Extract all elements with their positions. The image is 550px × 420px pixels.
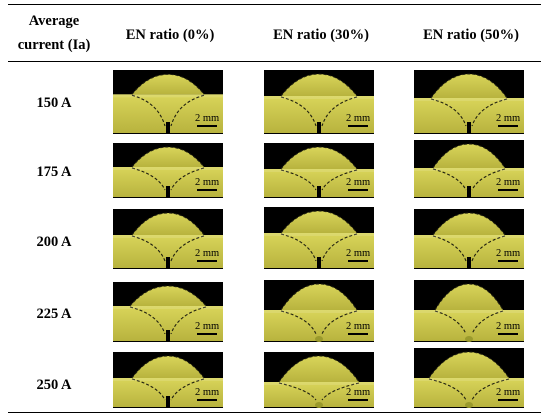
micrograph-150a-en30: 2 mm	[264, 70, 374, 134]
scale-bar-label: 2 mm	[346, 177, 370, 188]
weld-cross-section-image: 2 mm	[414, 70, 524, 134]
table-top-rule	[8, 4, 541, 5]
row-label-200a: 200 A	[36, 234, 72, 250]
scale-bar-label: 2 mm	[496, 113, 520, 124]
micrograph-175a-en0: 2 mm	[113, 143, 223, 198]
scale-bar	[197, 125, 217, 127]
scale-bar	[498, 399, 518, 401]
scale-bar	[348, 189, 368, 191]
micrograph-250a-en50: 2 mm	[414, 348, 524, 408]
scale-bar-label: 2 mm	[195, 113, 219, 124]
micrograph-150a-en0: 2 mm	[113, 70, 223, 134]
scale-bar-label: 2 mm	[346, 248, 370, 259]
weld-cross-section-image: 2 mm	[113, 70, 223, 134]
row-label-225a: 225 A	[36, 306, 72, 322]
micrograph-175a-en50: 2 mm	[414, 140, 524, 198]
row-label-150a: 150 A	[36, 95, 72, 111]
table-bottom-rule	[8, 412, 541, 413]
header-average-current-line2: current (Ia)	[17, 37, 91, 53]
scale-bar-label: 2 mm	[496, 177, 520, 188]
row-label-250a: 250 A	[36, 377, 72, 393]
weld-cross-section-image: 2 mm	[264, 352, 374, 408]
scale-bar	[197, 260, 217, 262]
header-en-ratio-0: EN ratio (0%)	[125, 27, 215, 43]
micrograph-250a-en0: 2 mm	[113, 352, 223, 408]
micrograph-225a-en50: 2 mm	[414, 280, 524, 342]
weld-cross-section-image: 2 mm	[113, 282, 223, 342]
weld-cross-section-image: 2 mm	[264, 70, 374, 134]
micrograph-200a-en30: 2 mm	[264, 207, 374, 269]
scale-bar	[348, 399, 368, 401]
weld-cross-section-image: 2 mm	[264, 280, 374, 342]
micrograph-200a-en0: 2 mm	[113, 209, 223, 269]
micrograph-200a-en50: 2 mm	[414, 209, 524, 269]
weld-cross-section-image: 2 mm	[113, 209, 223, 269]
micrograph-175a-en30: 2 mm	[264, 143, 374, 198]
scale-bar-label: 2 mm	[195, 177, 219, 188]
scale-bar	[498, 189, 518, 191]
scale-bar	[197, 399, 217, 401]
weld-cross-section-image: 2 mm	[113, 143, 223, 198]
scale-bar-label: 2 mm	[346, 113, 370, 124]
weld-cross-section-image: 2 mm	[113, 352, 223, 408]
scale-bar	[348, 260, 368, 262]
scale-bar-label: 2 mm	[496, 321, 520, 332]
micrograph-225a-en30: 2 mm	[264, 280, 374, 342]
scale-bar-label: 2 mm	[346, 387, 370, 398]
header-average-current: Average current (Ia)	[8, 9, 100, 57]
weld-cross-section-image: 2 mm	[414, 280, 524, 342]
scale-bar-label: 2 mm	[195, 321, 219, 332]
micrograph-225a-en0: 2 mm	[113, 282, 223, 342]
weld-cross-section-image: 2 mm	[264, 143, 374, 198]
micrograph-250a-en30: 2 mm	[264, 352, 374, 408]
scale-bar-label: 2 mm	[496, 248, 520, 259]
micrograph-150a-en50: 2 mm	[414, 70, 524, 134]
scale-bar-label: 2 mm	[195, 387, 219, 398]
scale-bar	[348, 333, 368, 335]
table-header-rule	[8, 61, 541, 62]
row-label-175a: 175 A	[36, 164, 72, 180]
weld-cross-section-image: 2 mm	[414, 140, 524, 198]
scale-bar	[498, 125, 518, 127]
scale-bar	[498, 260, 518, 262]
scale-bar	[348, 125, 368, 127]
weld-cross-section-image: 2 mm	[414, 348, 524, 408]
scale-bar-label: 2 mm	[346, 321, 370, 332]
scale-bar	[498, 333, 518, 335]
scale-bar	[197, 333, 217, 335]
scale-bar	[197, 189, 217, 191]
weld-cross-section-image: 2 mm	[414, 209, 524, 269]
scale-bar-label: 2 mm	[496, 387, 520, 398]
header-en-ratio-50: EN ratio (50%)	[423, 27, 519, 43]
header-average-current-line1: Average	[28, 13, 80, 29]
scale-bar-label: 2 mm	[195, 248, 219, 259]
header-en-ratio-30: EN ratio (30%)	[273, 27, 369, 43]
weld-cross-section-image: 2 mm	[264, 207, 374, 269]
